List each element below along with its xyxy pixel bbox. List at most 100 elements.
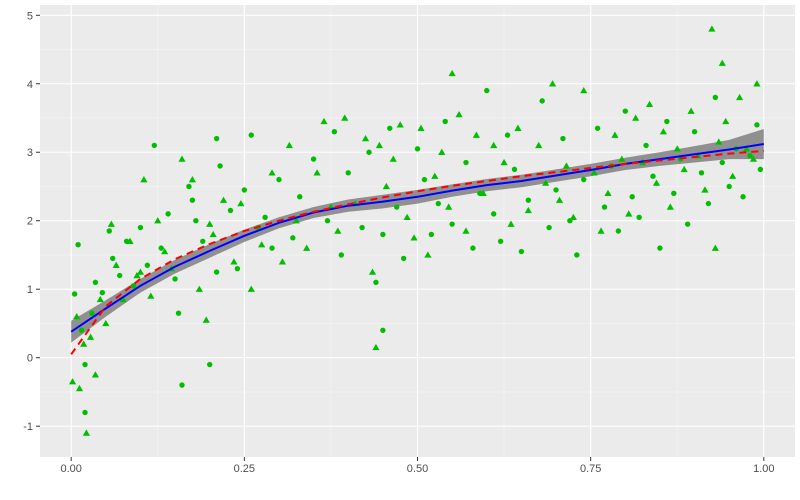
y-tick-label: 1 [27,284,33,296]
data-point-triangle [195,285,203,292]
data-point-triangle [292,217,300,224]
data-point-circle [400,255,407,262]
data-point-circle [719,159,725,166]
data-point-circle [227,207,234,214]
data-point-circle [629,194,635,200]
data-point-triangle [625,210,633,217]
data-point-triangle [268,169,276,176]
data-point-circle [110,255,116,262]
x-tick-label: 1.00 [753,463,774,475]
data-point-triangle [632,114,640,121]
data-point-circle [553,187,559,193]
fit-lines-layer [70,143,764,355]
data-point-circle [276,176,282,183]
data-point-circle [484,87,490,94]
data-point-triangle [178,155,186,162]
data-point-triangle [382,182,390,190]
y-tick-label: 0 [27,353,33,365]
data-point-circle [387,125,393,131]
data-point-circle [189,197,196,203]
data-point-circle [560,135,566,142]
data-point-triangle [202,316,210,323]
data-point-triangle [708,25,716,32]
data-point-triangle [107,220,115,227]
data-point-triangle [652,179,661,186]
data-point-triangle [126,237,134,244]
data-point-circle [740,194,746,200]
data-point-circle [290,235,296,241]
data-point-circle [757,166,764,173]
data-point-triangle [96,295,104,303]
data-point-triangle [673,145,681,152]
data-point-circle [338,252,345,258]
data-point-circle [175,310,182,316]
data-point-triangle [91,371,100,378]
data-point-circle [615,228,622,234]
data-point-circle [116,272,123,279]
data-point-circle [726,183,732,190]
data-point-circle [504,132,511,138]
data-point-circle [213,135,220,142]
confidence-band [71,129,764,343]
data-point-triangle [701,186,709,193]
axis-tick-layer: 0.00 0.25 0.50 0.75 1.00 -1 0 1 2 3 4 5 [23,10,774,475]
data-point-triangle [219,196,228,203]
data-point-circle [137,224,144,231]
data-point-circle [525,197,532,203]
data-point-triangle [742,145,751,152]
data-point-circle [172,276,178,282]
data-point-triangle [680,165,688,173]
data-point-triangle [119,295,127,303]
dashed-fit-line [70,149,764,355]
data-point-triangle [424,251,432,258]
data-point-triangle [410,234,418,241]
data-point-triangle [479,189,487,197]
data-point-circle [324,218,331,224]
data-point-triangle [524,206,532,214]
data-point-triangle [749,155,758,162]
data-point-triangle [206,220,214,227]
data-point-triangle [247,285,255,292]
data-point-triangle [500,158,508,166]
data-point-circle [130,283,137,289]
data-point-circle [75,241,81,248]
data-point-triangle [147,292,155,299]
data-point-circle [442,118,448,125]
y-tick-label: -1 [23,421,33,433]
data-point-circle [82,361,88,368]
data-point-circle [345,170,351,176]
data-point-triangle [507,220,515,227]
data-point-triangle [438,148,446,155]
data-point-triangle [490,141,498,149]
data-point-circle [574,252,580,258]
data-point-triangle [753,80,761,87]
data-point-triangle [102,319,110,327]
data-point-circle [497,238,504,244]
data-point-circle [151,142,157,149]
data-point-circle [186,183,192,190]
data-point-circle [684,221,691,227]
data-point-triangle [445,203,453,210]
data-point-circle [380,231,386,238]
data-point-triangle [341,114,349,121]
y-tick-label: 3 [27,147,33,159]
data-point-triangle [604,189,612,197]
data-point-circle [82,409,88,416]
data-point-triangle [68,378,77,385]
data-point-triangle [580,87,588,94]
data-point-triangle [303,244,311,251]
data-point-triangle [75,384,84,392]
data-point-triangle [417,124,425,131]
data-point-triangle [112,261,120,268]
data-point-circle [539,98,545,104]
data-point-circle [193,218,199,224]
data-point-circle [106,228,112,234]
data-point-circle [269,245,275,251]
data-point-circle [671,190,677,197]
data-point-triangle [431,172,439,179]
data-point-circle [179,382,185,388]
data-point-triangle [285,141,293,149]
data-point-circle [99,289,106,296]
data-point-triangle [154,217,162,224]
